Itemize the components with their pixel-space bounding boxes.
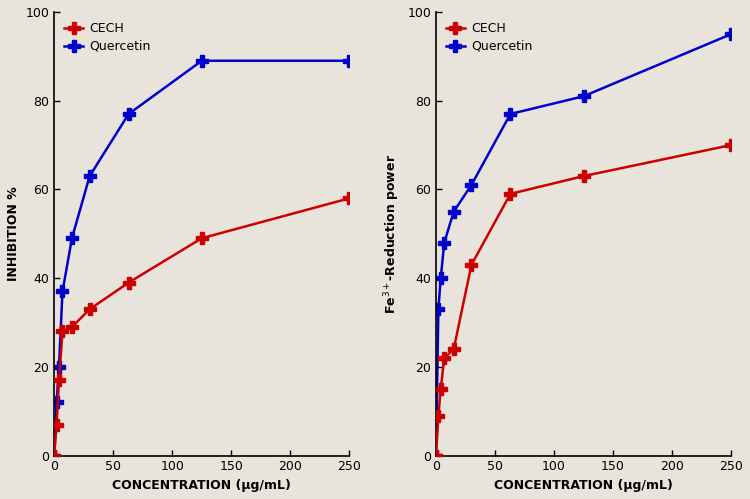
Quercetin bbox=[86, 173, 94, 179]
Line: CECH: CECH bbox=[49, 193, 355, 461]
Y-axis label: INHIBITION %: INHIBITION % bbox=[7, 187, 20, 281]
CECH bbox=[449, 346, 458, 352]
Quercetin bbox=[58, 288, 67, 294]
CECH bbox=[345, 195, 354, 201]
Quercetin bbox=[440, 240, 448, 246]
CECH bbox=[52, 422, 61, 428]
Legend: CECH, Quercetin: CECH, Quercetin bbox=[442, 18, 536, 57]
Line: Quercetin: Quercetin bbox=[430, 28, 736, 461]
Quercetin bbox=[124, 111, 133, 117]
Quercetin bbox=[433, 306, 442, 312]
Legend: CECH, Quercetin: CECH, Quercetin bbox=[61, 18, 154, 57]
CECH bbox=[55, 377, 64, 383]
CECH bbox=[197, 235, 206, 241]
Quercetin bbox=[55, 364, 64, 370]
CECH bbox=[433, 413, 442, 419]
CECH bbox=[124, 279, 133, 285]
Quercetin bbox=[431, 453, 440, 459]
Line: Quercetin: Quercetin bbox=[49, 55, 355, 461]
CECH bbox=[58, 328, 67, 334]
CECH bbox=[467, 262, 476, 268]
Quercetin bbox=[50, 453, 58, 459]
Quercetin bbox=[197, 58, 206, 64]
CECH bbox=[431, 453, 440, 459]
CECH bbox=[86, 306, 94, 312]
Quercetin bbox=[467, 182, 476, 188]
Line: CECH: CECH bbox=[430, 140, 736, 461]
CECH bbox=[436, 386, 445, 392]
X-axis label: CONCENTRATION (μg/mL): CONCENTRATION (μg/mL) bbox=[112, 479, 291, 492]
Quercetin bbox=[579, 93, 588, 99]
Quercetin bbox=[68, 235, 76, 241]
CECH bbox=[440, 355, 448, 361]
Quercetin bbox=[345, 58, 354, 64]
CECH bbox=[506, 191, 515, 197]
CECH bbox=[579, 173, 588, 179]
Quercetin bbox=[727, 31, 736, 37]
Y-axis label: Fe$^{3+}$-Reduction power: Fe$^{3+}$-Reduction power bbox=[382, 154, 402, 314]
CECH bbox=[68, 324, 76, 330]
Quercetin bbox=[52, 399, 61, 405]
Quercetin bbox=[506, 111, 515, 117]
Quercetin bbox=[449, 209, 458, 215]
Quercetin bbox=[436, 275, 445, 281]
CECH bbox=[727, 142, 736, 148]
CECH bbox=[50, 453, 58, 459]
X-axis label: CONCENTRATION (μg/mL): CONCENTRATION (μg/mL) bbox=[494, 479, 673, 492]
